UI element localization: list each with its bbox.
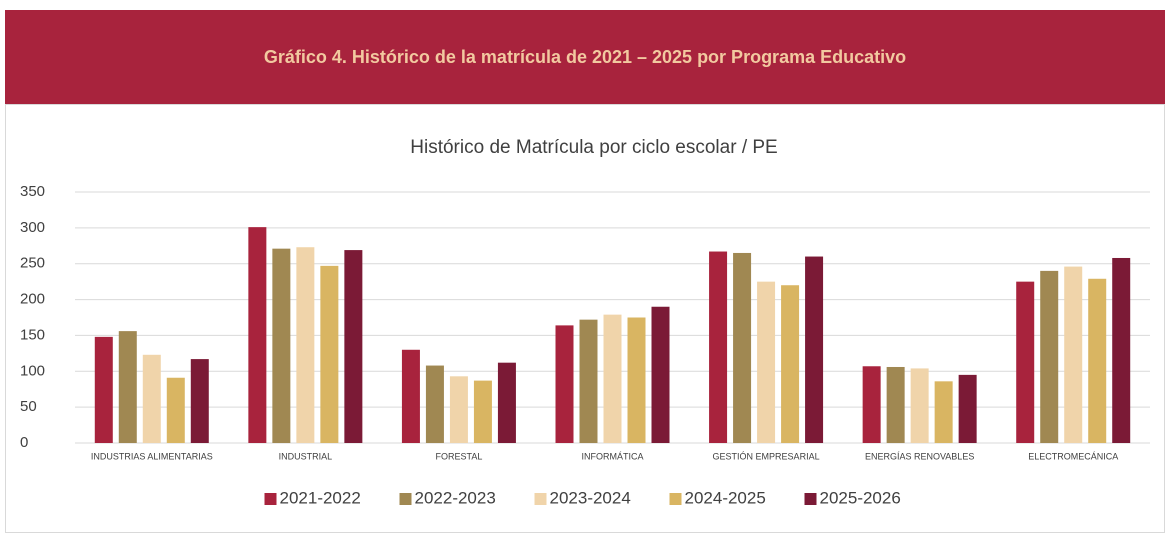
- y-tick-label: 300: [20, 219, 45, 236]
- legend-swatch: [669, 493, 682, 505]
- bar: [344, 250, 363, 443]
- legend-label: 2022-2023: [415, 488, 496, 507]
- bar: [118, 331, 137, 443]
- bar: [1040, 270, 1059, 443]
- legend-swatch: [264, 493, 277, 505]
- bar: [862, 366, 881, 443]
- bar: [497, 362, 516, 443]
- bar: [320, 265, 339, 443]
- y-tick-label: 100: [20, 362, 45, 379]
- legend-label: 2024-2025: [685, 488, 766, 507]
- bar: [1112, 257, 1131, 443]
- bar: [627, 317, 646, 443]
- bar: [296, 247, 315, 443]
- bar: [142, 354, 161, 443]
- legend-label: 2025-2026: [820, 488, 901, 507]
- bar: [651, 306, 670, 443]
- bar: [910, 368, 929, 443]
- bar: [733, 252, 752, 443]
- legend-label: 2021-2022: [280, 488, 361, 507]
- bar: [709, 251, 728, 443]
- bar: [473, 380, 492, 443]
- bar: [934, 381, 953, 443]
- y-tick-label: 200: [20, 291, 45, 308]
- bar: [1088, 278, 1107, 443]
- bar: [166, 377, 185, 443]
- header-banner: [5, 10, 1165, 104]
- x-tick-label: ENERGÍAS RENOVABLES: [865, 451, 974, 461]
- x-tick-label: FORESTAL: [436, 451, 483, 461]
- bar: [958, 374, 977, 443]
- bar: [449, 376, 468, 443]
- y-tick-label: 250: [20, 255, 45, 272]
- legend-swatch: [804, 493, 817, 505]
- bar: [805, 256, 824, 443]
- x-tick-label: ELECTROMECÁNICA: [1028, 451, 1118, 461]
- bar: [190, 359, 209, 443]
- bar: [401, 349, 420, 443]
- bar: [272, 248, 291, 443]
- bar: [781, 285, 800, 443]
- y-tick-label: 0: [20, 434, 28, 451]
- bar: [757, 281, 776, 443]
- bar: [1016, 281, 1035, 443]
- chart-title: Histórico de Matrícula por ciclo escolar…: [410, 137, 777, 158]
- legend-swatch: [534, 493, 547, 505]
- bar: [94, 336, 113, 443]
- legend-label: 2023-2024: [550, 488, 631, 507]
- bar: [248, 227, 267, 443]
- y-tick-label: 50: [20, 398, 37, 415]
- x-tick-label: INDUSTRIAS ALIMENTARIAS: [91, 451, 213, 461]
- y-tick-label: 350: [20, 183, 45, 200]
- bar: [1064, 266, 1083, 443]
- x-tick-label: GESTIÓN EMPRESARIAL: [713, 451, 820, 461]
- chart-area: [5, 104, 1165, 533]
- legend-swatch: [399, 493, 412, 505]
- bar: [579, 319, 598, 443]
- bar: [886, 366, 905, 443]
- bar: [425, 365, 444, 443]
- y-tick-label: 150: [20, 326, 45, 343]
- header-title: Gráfico 4. Histórico de la matrícula de …: [264, 47, 906, 67]
- x-tick-label: INFORMÁTICA: [582, 451, 644, 461]
- bar: [603, 314, 622, 443]
- x-tick-label: INDUSTRIAL: [279, 451, 333, 461]
- bar: [555, 325, 574, 443]
